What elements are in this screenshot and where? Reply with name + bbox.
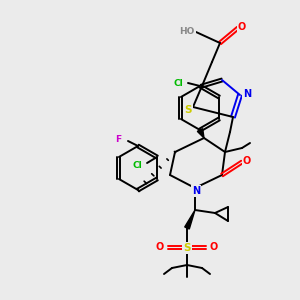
Text: F: F [115, 136, 121, 145]
Text: O: O [238, 22, 246, 32]
Text: Cl: Cl [132, 160, 142, 169]
Polygon shape [185, 210, 195, 229]
Text: S: S [183, 243, 191, 253]
Text: HO: HO [180, 28, 195, 37]
Text: N: N [192, 186, 200, 196]
Text: Cl: Cl [173, 79, 183, 88]
Text: N: N [243, 89, 251, 99]
Text: O: O [156, 242, 164, 252]
Text: O: O [243, 156, 251, 166]
Polygon shape [197, 129, 204, 138]
Text: O: O [210, 242, 218, 252]
Text: S: S [184, 105, 192, 115]
